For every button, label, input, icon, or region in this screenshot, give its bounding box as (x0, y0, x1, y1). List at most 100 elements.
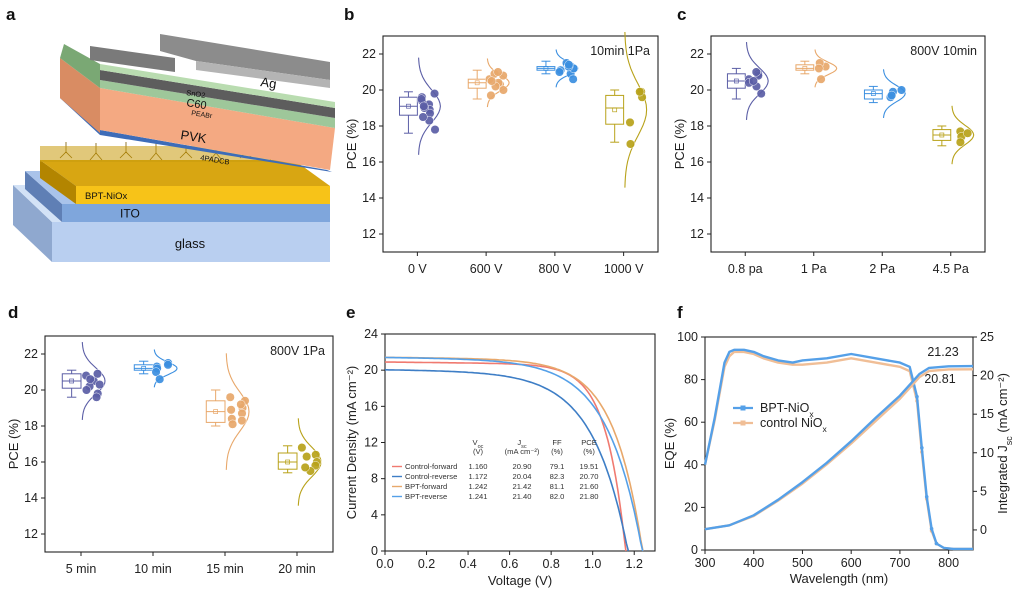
mean-marker (141, 366, 146, 371)
data-point (963, 128, 973, 138)
niox-label: BPT-NiOx (85, 191, 127, 202)
ag-label: Ag (260, 74, 278, 91)
panel-letter-d: d (8, 303, 18, 322)
data-point (91, 392, 102, 402)
legend-label: BPT-NiOx (760, 401, 814, 419)
eqe-marker (934, 541, 939, 546)
distribution-curve (882, 69, 906, 118)
y-axis-title: PCE (%) (672, 119, 687, 170)
x-tick-label: 300 (695, 556, 716, 570)
y-axis-title: EQE (%) (662, 418, 677, 469)
x-tick-label: 500 (792, 556, 813, 570)
data-point (297, 443, 307, 453)
distribution-curve (624, 31, 648, 188)
x-tick-label: 4.5 Pa (933, 262, 969, 276)
ag-bar-face (196, 61, 330, 88)
table-cell: 1.241 (468, 492, 487, 501)
table-cell: 82.0 (550, 492, 565, 501)
y-tick-label: 0 (371, 544, 378, 558)
panel-letter-c: c (677, 5, 686, 24)
niox-side (40, 160, 76, 204)
series-line-2 (704, 364, 974, 531)
data-point (568, 74, 578, 84)
data-point (302, 452, 312, 462)
y-tick-label: 16 (24, 455, 38, 469)
table-cell: 82.3 (550, 472, 565, 481)
table-cell: 20.04 (512, 472, 531, 481)
data-point (748, 76, 758, 86)
x-tick-label: 1.0 (584, 557, 601, 571)
table-cell: 81.1 (550, 482, 565, 491)
x-tick-label: 600 (841, 556, 862, 570)
table-row-name: BPT-forward (405, 482, 447, 491)
x-axis-title: Wavelength (nm) (790, 571, 889, 586)
y-tick-label: 0 (691, 543, 698, 557)
y2-tick-label: 20 (980, 369, 994, 383)
data-point (226, 405, 236, 415)
data-point (237, 416, 247, 426)
annotation-bpt-jsc: 21.23 (927, 345, 958, 359)
chart-f-eqe: 300 400 500 600 700 800 0 20 40 60 80 100 0 5 10 15 20 25… (662, 330, 1014, 586)
ito-side (25, 171, 62, 222)
data-point (955, 137, 965, 147)
table-cell: 21.80 (579, 492, 598, 501)
y-tick-label: 20 (684, 500, 698, 514)
y-tick-label: 12 (362, 227, 376, 241)
panel-letter-e: e (346, 303, 355, 322)
pvk-side (60, 58, 100, 133)
data-point (163, 360, 173, 370)
x-tick-label: 400 (743, 556, 764, 570)
table-cell: 21.42 (512, 482, 531, 491)
box (277, 452, 298, 470)
panel-letter-a: a (6, 5, 16, 24)
x-tick-label: 10 min (134, 562, 172, 576)
box (605, 94, 625, 125)
x-tick-label: 800 (938, 556, 959, 570)
mean-marker (213, 409, 218, 414)
table-unit: (%) (583, 447, 595, 456)
y2-tick-label: 10 (980, 446, 994, 460)
x-tick-label: 800 V (539, 262, 572, 276)
y-tick-label: 40 (684, 458, 698, 472)
data-point (498, 85, 508, 95)
table-cell: 1.242 (468, 482, 487, 491)
jv-curve-3 (385, 356, 644, 552)
c60-layer (100, 70, 335, 118)
glass-layer (52, 222, 330, 262)
y-tick-label: 4 (371, 508, 378, 522)
table-header: Voc (473, 438, 484, 450)
data-point (625, 139, 636, 149)
data-point (625, 117, 635, 127)
x-tick-label: 0.8 (542, 557, 559, 571)
x-tick-label: 20 min (278, 562, 316, 576)
mean-marker (474, 80, 480, 86)
data-point (635, 87, 645, 97)
y-tick-label: 20 (362, 83, 376, 97)
y-tick-label: 18 (362, 119, 376, 133)
y-tick-label: 16 (364, 399, 378, 413)
distribution-curve (418, 57, 441, 155)
y-tick-label: 16 (690, 155, 704, 169)
table-cell: 21.40 (512, 492, 531, 501)
chart-title: 800V 10min (910, 44, 977, 58)
jv-curve-0 (384, 361, 627, 552)
y-tick-label: 22 (24, 347, 38, 361)
chart-title: 10min 1Pa (590, 44, 650, 58)
plot-frame (710, 35, 986, 253)
x-tick-label: 15 min (206, 562, 244, 576)
y-tick-label: 22 (362, 47, 376, 61)
data-point (300, 462, 310, 472)
data-point (887, 90, 897, 100)
y2-tick-label: 15 (980, 407, 994, 421)
x-tick-label: 0.6 (501, 557, 518, 571)
chart-e-jv: 0.0 0.2 0.4 0.6 0.8 1.0 1.2 0 4 8 12 16 20 24 Voltage … (344, 327, 656, 588)
y-tick-label: 12 (364, 436, 378, 450)
distribution-curve (225, 353, 250, 470)
box (467, 78, 487, 89)
table-header: PCE (581, 438, 597, 447)
glass-label: glass (175, 236, 206, 251)
table-cell: 20.70 (579, 472, 598, 481)
device-stack-illustration: glass ITO BPT-NiOx PVK 4PADCB SnO2 C60 P… (13, 34, 335, 262)
data-point (554, 67, 565, 77)
data-point (896, 85, 907, 95)
